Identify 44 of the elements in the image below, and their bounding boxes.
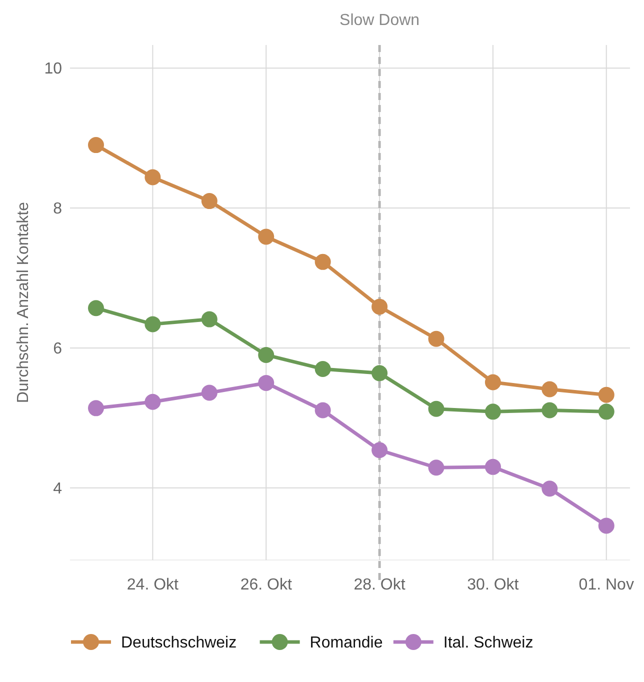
point [258, 228, 274, 245]
legend-label: Romandie [310, 634, 383, 652]
y-tick-label: 4 [53, 480, 62, 498]
y-tick-label: 8 [53, 200, 62, 218]
point [542, 480, 558, 497]
point [201, 384, 218, 401]
point [428, 330, 444, 347]
point [144, 169, 161, 186]
x-tick-label: 26. Okt [240, 576, 292, 594]
point [598, 518, 614, 534]
y-axis-title: Durchschn. Anzahl Kontakte [15, 202, 32, 404]
point [314, 254, 331, 270]
point [314, 402, 331, 418]
point [201, 193, 218, 210]
legend-label: Deutschschweiz [121, 634, 237, 652]
y-tick-label: 10 [44, 60, 62, 78]
point [144, 316, 161, 332]
point [598, 404, 614, 420]
ref-line-label: Slow Down [340, 12, 420, 29]
x-tick-label: 24. Okt [126, 576, 180, 594]
point [88, 400, 104, 416]
point [88, 137, 104, 154]
point [598, 386, 614, 403]
x-tick-label: 01. Nov [578, 576, 634, 594]
point [484, 404, 501, 420]
point [314, 360, 331, 377]
point [484, 374, 501, 390]
x-tick-label: 30. Okt [467, 576, 520, 594]
point [372, 298, 388, 315]
point [484, 458, 501, 475]
point [372, 442, 388, 458]
point [372, 365, 388, 382]
y-tick-label: 6 [53, 340, 62, 358]
point [428, 400, 444, 417]
point [542, 402, 558, 418]
point [144, 394, 161, 410]
x-tick-label: 28. Okt [354, 576, 406, 594]
point [542, 381, 558, 398]
point [428, 460, 444, 476]
point [258, 374, 274, 391]
point [258, 346, 274, 363]
point [201, 311, 218, 328]
point [88, 300, 104, 316]
legend-label: Ital. Schweiz [443, 634, 534, 652]
